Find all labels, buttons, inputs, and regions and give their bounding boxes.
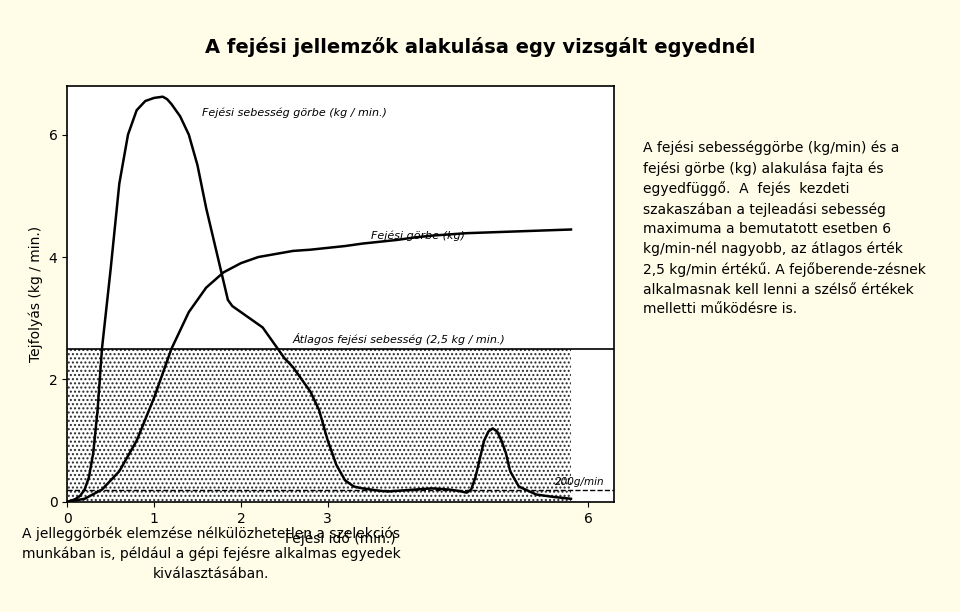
Text: 200g/min: 200g/min (555, 477, 605, 487)
Text: A jelleggörbék elemzése nélkülözhetetlen a szelekciós
munkában is, például a gép: A jelleggörbék elemzése nélkülözhetetlen… (22, 526, 400, 581)
Text: Átlagos fejési sebesség (2,5 kg / min.): Átlagos fejési sebesség (2,5 kg / min.) (293, 333, 506, 345)
Y-axis label: Tejfolyás (kg / min.): Tejfolyás (kg / min.) (29, 226, 43, 362)
Text: A fejési sebességgörbe (kg/min) és a
fejési görbe (kg) alakulása fajta és
egyedf: A fejési sebességgörbe (kg/min) és a fej… (643, 141, 926, 316)
Text: A fejési jellemzők alakulása egy vizsgált egyednél: A fejési jellemzők alakulása egy vizsgál… (204, 37, 756, 57)
Text: Fejési görbe (kg): Fejési görbe (kg) (372, 230, 466, 241)
Text: Fejési sebesség görbe (kg / min.): Fejési sebesség görbe (kg / min.) (202, 108, 387, 118)
X-axis label: Fejési idő (min.): Fejési idő (min.) (285, 531, 396, 546)
